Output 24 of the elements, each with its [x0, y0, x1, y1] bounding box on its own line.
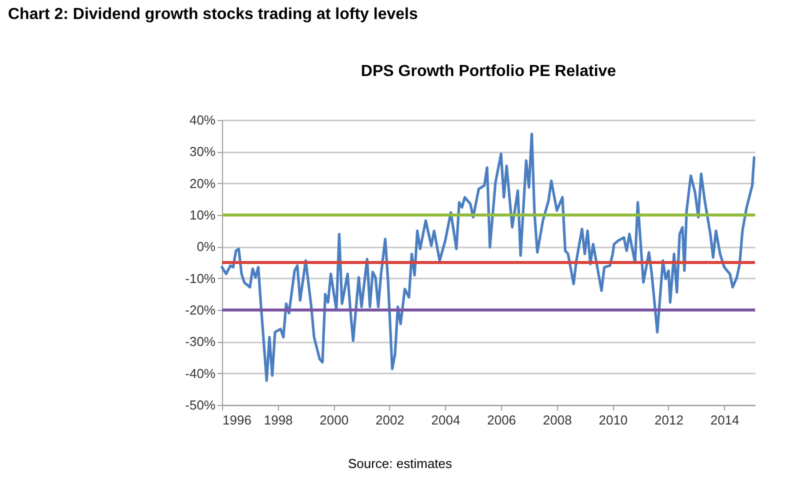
x-tick-label: 1996: [222, 412, 252, 428]
x-tick-label: 2012: [654, 412, 684, 428]
chart-title: Chart 2: Dividend growth stocks trading at lofty levels: [8, 6, 418, 24]
x-tick-label: 2000: [320, 412, 349, 428]
x-tick-label: 1998: [264, 412, 293, 428]
line-series: [220, 132, 756, 382]
y-tick-label: 40%: [189, 112, 216, 128]
y-tick-label: 20%: [189, 176, 216, 191]
x-tick-label: 2004: [431, 412, 460, 428]
y-tick-label: 30%: [189, 144, 216, 160]
y-tick-label: -20%: [185, 302, 216, 318]
x-tick-label: 2010: [598, 412, 628, 428]
x-tick-label: 2008: [542, 412, 572, 428]
x-tick-label: 2014: [710, 412, 740, 428]
x-tick-label: 2002: [375, 412, 404, 428]
y-tick-label: -30%: [185, 334, 216, 350]
y-tick-label: 10%: [189, 208, 216, 222]
chart-subtitle: DPS Growth Portfolio PE Relative: [360, 63, 616, 80]
y-tick-label: -10%: [185, 270, 216, 286]
x-tick-label: 2006: [487, 412, 516, 428]
y-tick-label: -50%: [185, 398, 216, 412]
y-tick-label: -40%: [185, 366, 216, 381]
y-tick-label: 0%: [196, 239, 216, 254]
source-note: Source: estimates: [346, 456, 454, 471]
